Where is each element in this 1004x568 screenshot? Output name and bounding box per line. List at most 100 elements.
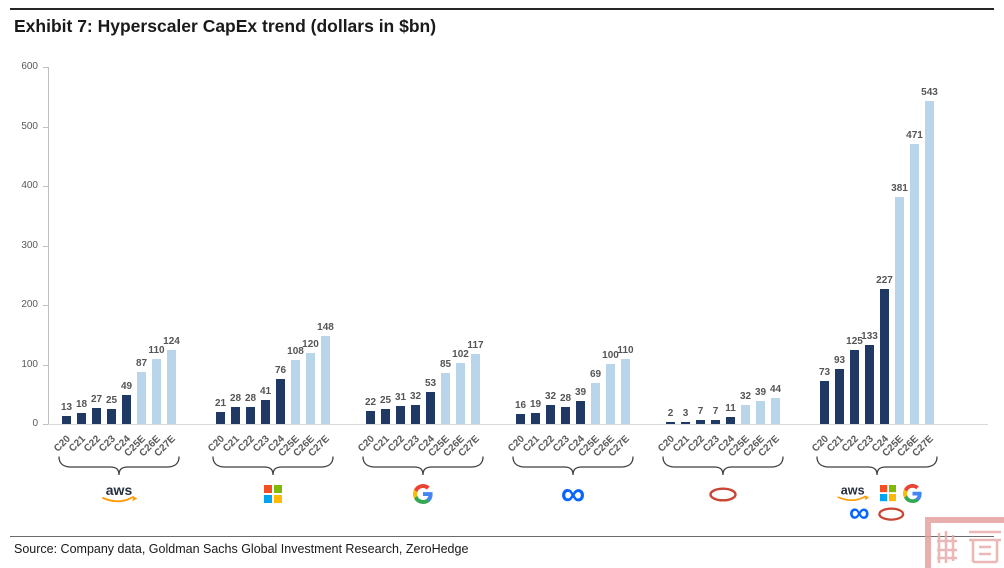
bar-value-label: 543 [921, 87, 938, 98]
y-axis-tick-label: 0 [32, 418, 38, 429]
microsoft-logo [880, 485, 897, 502]
bar-meta-c24 [576, 401, 585, 424]
bar-google-c22 [396, 406, 405, 424]
bar-meta-c22 [546, 405, 555, 424]
bar-value-label: 110 [148, 345, 165, 356]
bar-value-label: 22 [364, 397, 377, 408]
bar-google-c24 [426, 392, 435, 424]
bar-meta-c25e [591, 383, 600, 424]
bar-value-label: 18 [75, 399, 88, 410]
group-brace [816, 456, 938, 476]
meta-logo: ∞ [560, 474, 586, 513]
bar-value-label: 32 [544, 391, 557, 402]
group-logo-meta: ∞ [510, 474, 636, 513]
top-rule [10, 8, 994, 10]
group-logo-google [360, 480, 486, 508]
bar-value-label: 125 [846, 336, 863, 347]
bar-value-label: 85 [439, 359, 452, 370]
bar-total-c24 [880, 289, 889, 424]
bar-total-c20 [820, 381, 829, 424]
bar-google-c25e [441, 373, 450, 424]
y-axis-tick-label: 500 [21, 120, 38, 132]
bar-oracle-c20 [666, 422, 675, 424]
bar-microsoft-c21 [231, 407, 240, 424]
bar-total-c21 [835, 369, 844, 424]
bar-meta-c20 [516, 414, 525, 424]
bar-value-label: 28 [244, 393, 257, 404]
bar-value-label: 110 [617, 345, 634, 356]
svg-text:aws: aws [841, 483, 865, 497]
group-brace [662, 456, 784, 476]
bar-value-label: 28 [229, 393, 242, 404]
bar-microsoft-c27e [321, 336, 330, 424]
bar-aws-c20 [62, 416, 71, 424]
bar-oracle-c27e [771, 398, 780, 424]
bar-value-label: 25 [105, 395, 118, 406]
aws-logo: aws [102, 482, 138, 503]
group-brace [362, 456, 484, 476]
bar-aws-c23 [107, 409, 116, 424]
bar-microsoft-c26e [306, 353, 315, 424]
red-seal-watermark-icon [925, 517, 1004, 568]
bar-value-label: 16 [514, 400, 527, 411]
bar-microsoft-c24 [276, 379, 285, 424]
bar-microsoft-c20 [216, 412, 225, 424]
bar-meta-c21 [531, 413, 540, 424]
bar-value-label: 69 [589, 369, 602, 380]
bar-value-label: 44 [769, 384, 782, 395]
bar-value-label: 227 [876, 275, 893, 286]
bar-value-label: 381 [891, 183, 908, 194]
bar-value-label: 100 [602, 350, 619, 361]
oracle-logo [709, 486, 737, 502]
bar-meta-c23 [561, 407, 570, 424]
bar-microsoft-c25e [291, 360, 300, 424]
bar-value-label: 28 [559, 393, 572, 404]
bar-oracle-c24 [726, 417, 735, 424]
oracle-logo [877, 507, 904, 521]
bar-value-label: 32 [739, 391, 752, 402]
group-logo-aws: aws [56, 480, 182, 508]
all-hyperscalers-logos: aws ∞ [832, 482, 923, 528]
bar-google-c27e [471, 354, 480, 424]
bar-value-label: 117 [467, 340, 484, 351]
group-logo-microsoft [210, 480, 336, 508]
bar-value-label: 11 [725, 403, 736, 414]
y-axis-tick-mark [43, 186, 48, 187]
y-axis-tick-mark [43, 364, 48, 366]
bar-oracle-c21 [681, 422, 690, 424]
bar-value-label: 39 [574, 387, 587, 398]
aws-logo: aws [837, 483, 869, 501]
bar-total-c23 [865, 345, 874, 424]
y-axis-tick-label: 600 [21, 61, 38, 72]
bar-microsoft-c23 [261, 400, 270, 424]
bar-value-label: 7 [712, 406, 719, 417]
bar-value-label: 49 [120, 381, 133, 392]
group-brace [512, 456, 634, 476]
bar-total-c26e [910, 144, 919, 424]
google-logo [903, 484, 922, 504]
y-axis-tick-mark [43, 67, 48, 68]
bar-value-label: 148 [317, 322, 334, 333]
bar-value-label: 133 [861, 331, 878, 342]
microsoft-logo [264, 485, 282, 503]
y-axis-tick-mark [43, 126, 48, 128]
group-brace [212, 456, 334, 476]
bar-aws-c22 [92, 408, 101, 424]
y-axis-tick-label: 300 [21, 239, 38, 251]
bar-aws-c25e [137, 372, 146, 424]
bar-value-label: 2 [667, 408, 674, 419]
y-axis-tick-mark [43, 305, 48, 306]
x-axis-baseline [48, 424, 988, 425]
bar-oracle-c22 [696, 420, 705, 424]
bar-google-c23 [411, 405, 420, 424]
bar-microsoft-c22 [246, 407, 255, 424]
bar-oracle-c25e [741, 405, 750, 424]
bar-value-label: 124 [163, 336, 180, 347]
bar-value-label: 7 [697, 406, 704, 417]
bar-value-label: 25 [379, 395, 392, 406]
bar-total-c25e [895, 197, 904, 424]
y-axis-tick-label: 200 [21, 299, 38, 310]
bar-oracle-c26e [756, 401, 765, 424]
